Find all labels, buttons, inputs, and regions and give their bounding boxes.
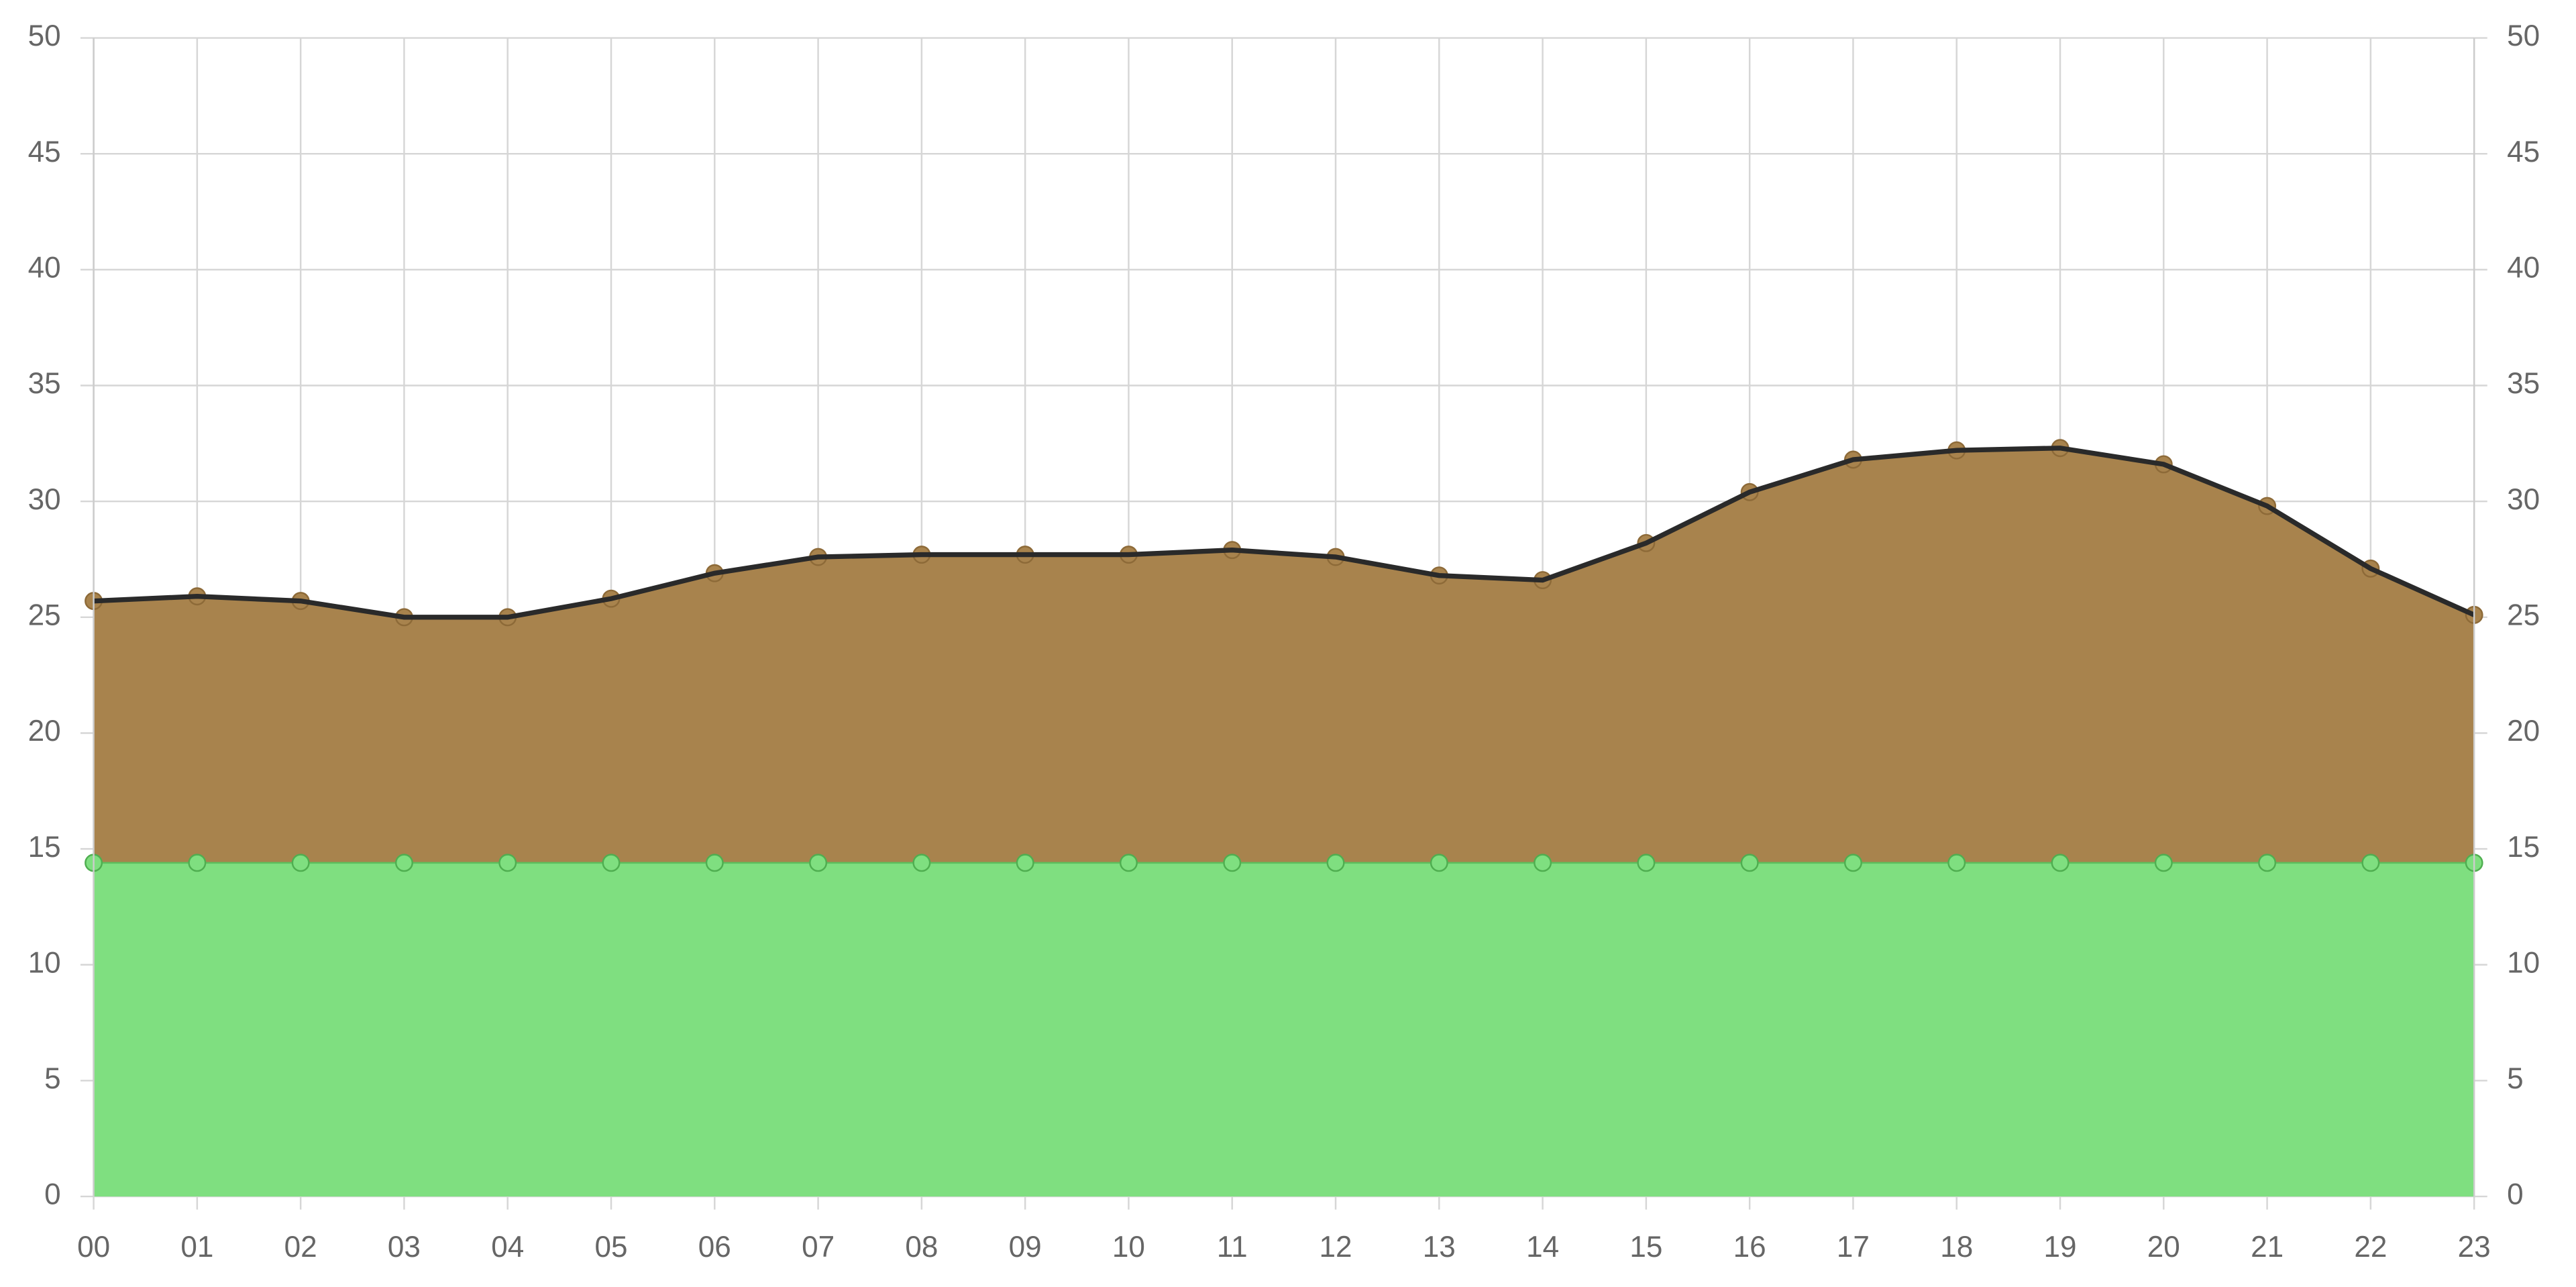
x-tick-label: 23 <box>2458 1231 2491 1264</box>
y2-tick-label: 25 <box>2507 599 2540 631</box>
x-tick-label: 19 <box>2044 1231 2077 1264</box>
point <box>2361 854 2380 872</box>
y-tick-label: 0 <box>44 1178 61 1211</box>
x-tick-label: 06 <box>698 1231 731 1264</box>
y2-tick-label: 35 <box>2507 367 2540 400</box>
x-tick-label: 02 <box>284 1231 317 1264</box>
y-tick-label: 40 <box>28 251 61 284</box>
point <box>912 854 931 872</box>
x-tick-label: 16 <box>1733 1231 1766 1264</box>
y-tick-label: 25 <box>28 599 61 631</box>
y-tick-label: 15 <box>28 831 61 864</box>
y-tick-label: 30 <box>28 483 61 516</box>
point <box>1740 854 1759 872</box>
y2-tick-label: 10 <box>2507 946 2540 979</box>
y2-tick-label: 50 <box>2507 19 2540 52</box>
x-tick-label: 07 <box>802 1231 835 1264</box>
y-tick-label: 35 <box>28 367 61 400</box>
x-tick-label: 21 <box>2251 1231 2284 1264</box>
x-tick-label: 13 <box>1423 1231 1456 1264</box>
y2-tick-label: 15 <box>2507 831 2540 864</box>
x-tick-label: 22 <box>2354 1231 2387 1264</box>
x-tick-label: 00 <box>77 1231 110 1264</box>
point <box>1326 854 1345 872</box>
point <box>1534 854 1552 872</box>
y-tick-label: 45 <box>28 136 61 168</box>
x-tick-label: 05 <box>595 1231 628 1264</box>
point <box>1016 854 1034 872</box>
point <box>188 854 207 872</box>
y2-tick-label: 45 <box>2507 136 2540 168</box>
x-tick-label: 15 <box>1629 1231 1662 1264</box>
x-tick-label: 17 <box>1837 1231 1870 1264</box>
point <box>602 854 621 872</box>
point <box>2258 854 2277 872</box>
y-tick-label: 20 <box>28 715 61 748</box>
x-tick-label: 03 <box>388 1231 421 1264</box>
point <box>498 854 517 872</box>
x-tick-label: 18 <box>1940 1231 1973 1264</box>
point <box>1223 854 1242 872</box>
x-tick-label: 09 <box>1009 1231 1042 1264</box>
point <box>1637 854 1656 872</box>
y-tick-label: 10 <box>28 946 61 979</box>
point <box>1430 854 1448 872</box>
y-tick-label: 50 <box>28 19 61 52</box>
x-tick-label: 10 <box>1112 1231 1145 1264</box>
x-tick-label: 14 <box>1526 1231 1559 1264</box>
point <box>1843 854 1862 872</box>
y2-tick-label: 40 <box>2507 251 2540 284</box>
point <box>705 854 724 872</box>
point <box>1947 854 1966 872</box>
point <box>2051 854 2070 872</box>
x-tick-label: 08 <box>905 1231 938 1264</box>
y2-tick-label: 5 <box>2507 1062 2524 1095</box>
area <box>93 448 2475 863</box>
y2-tick-label: 20 <box>2507 715 2540 748</box>
y-tick-label: 5 <box>44 1062 61 1095</box>
point <box>809 854 828 872</box>
y2-tick-label: 0 <box>2507 1178 2524 1211</box>
point <box>2154 854 2173 872</box>
x-tick-label: 11 <box>1217 1231 1248 1264</box>
line <box>93 446 2475 620</box>
x-tick-label: 04 <box>491 1231 524 1264</box>
point <box>1119 854 1138 872</box>
y2-tick-label: 30 <box>2507 483 2540 516</box>
area <box>93 862 2475 1197</box>
point <box>394 854 413 872</box>
x-tick-label: 01 <box>180 1231 213 1264</box>
x-tick-label: 20 <box>2147 1231 2180 1264</box>
x-tick-label: 12 <box>1320 1231 1352 1264</box>
point <box>291 854 310 872</box>
